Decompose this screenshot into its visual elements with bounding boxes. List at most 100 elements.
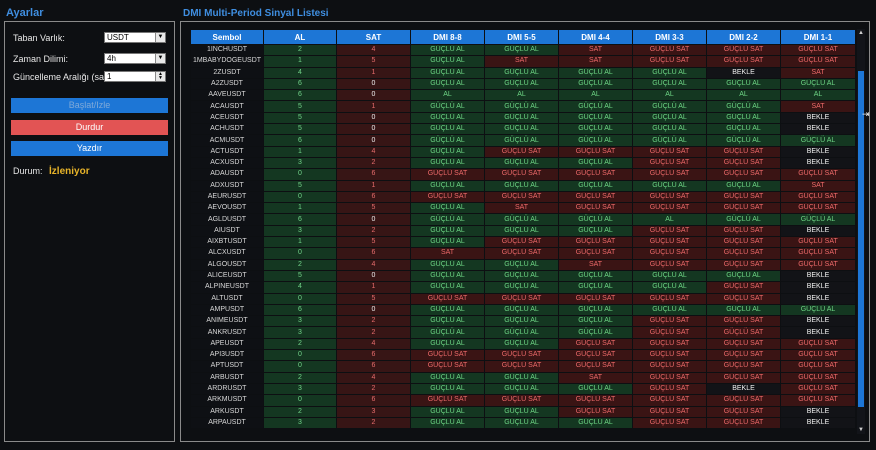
table-row[interactable]: AEURUSDT 0 6 GÜÇLÜ SAT GÜÇLÜ SAT GÜÇLÜ SAT GÜÇ… xyxy=(190,190,855,204)
symbol-cell: AMPUSDT xyxy=(190,303,264,317)
signal-cell: GÜÇLÜ SAT xyxy=(780,190,855,204)
signal-cell: GÜÇLÜ AL xyxy=(410,405,485,418)
timeframe-select[interactable]: 4h ▼ xyxy=(104,53,166,64)
column-header-0[interactable]: Sembol xyxy=(190,29,264,45)
table-row[interactable]: ALPINEUSDT 4 1 GÜÇLÜ AL GÜÇLÜ AL GÜÇLÜ AL GÜÇL… xyxy=(190,281,855,294)
column-header-6[interactable]: DMI 3-3 xyxy=(632,29,707,45)
table-row[interactable]: ADXUSDT 5 1 GÜÇLÜ AL GÜÇLÜ AL GÜÇLÜ AL GÜÇLÜ A… xyxy=(190,179,855,192)
triangle-down-icon[interactable]: ▼ xyxy=(858,427,864,433)
column-header-7[interactable]: DMI 2-2 xyxy=(706,29,781,45)
signal-cell: GÜÇLÜ AL xyxy=(558,213,633,226)
table-row[interactable]: ALGOUSDT 2 4 GÜÇLÜ AL GÜÇLÜ AL SAT GÜÇLÜ SAT GÜ… xyxy=(190,258,855,271)
table-row[interactable]: ACEUSDT 5 0 GÜÇLÜ AL GÜÇLÜ AL GÜÇLÜ AL GÜÇLÜ A… xyxy=(190,111,855,125)
spin-arrows-icon[interactable]: ▲ ▼ xyxy=(155,72,165,81)
column-header-3[interactable]: DMI 8-8 xyxy=(410,29,485,45)
base-asset-select[interactable]: USDT ▼ xyxy=(104,32,166,43)
table-row[interactable]: ACAUSDT 5 1 GÜÇLÜ AL GÜÇLÜ AL GÜÇLÜ AL GÜÇLÜ A… xyxy=(190,100,855,113)
table-row[interactable]: AEVOUSDT 1 5 GÜÇLÜ AL SAT GÜÇLÜ SAT GÜÇLÜ SAT G… xyxy=(190,202,855,215)
signal-cell: GÜÇLÜ AL xyxy=(706,77,781,91)
table-row[interactable]: API3USDT 0 6 GÜÇLÜ SAT GÜÇLÜ SAT GÜÇLÜ SAT GÜÇ… xyxy=(190,349,855,362)
signal-cell: GÜÇLÜ AL xyxy=(632,77,707,91)
table-row[interactable]: ARKMUSDT 0 6 GÜÇLÜ SAT GÜÇLÜ SAT GÜÇLÜ SAT GÜÇ… xyxy=(190,394,855,407)
interval-spinbox[interactable]: 1 ▲ ▼ xyxy=(104,71,166,82)
sell-count-cell: 2 xyxy=(336,156,411,170)
table-row[interactable]: ALICEUSDT 5 0 GÜÇLÜ AL GÜÇLÜ AL GÜÇLÜ AL GÜÇLÜ… xyxy=(190,269,855,283)
signal-cell: GÜÇLÜ AL xyxy=(410,326,485,339)
signal-cell: GÜÇLÜ SAT xyxy=(632,371,707,384)
start-button[interactable]: Başlat/Izle xyxy=(11,98,168,113)
table-row[interactable]: ACXUSDT 3 2 GÜÇLÜ AL GÜÇLÜ AL GÜÇLÜ AL GÜÇLÜ S… xyxy=(190,156,855,170)
chevron-down-icon[interactable]: ▼ xyxy=(155,54,165,63)
print-button[interactable]: Yazdır xyxy=(11,141,168,156)
table-row[interactable]: 2ZUSDT 4 1 GÜÇLÜ AL GÜÇLÜ AL GÜÇLÜ AL GÜÇLÜ AL… xyxy=(190,66,855,79)
signal-cell: GÜÇLÜ AL xyxy=(410,303,485,317)
table-row[interactable]: ALTUSDT 0 5 GÜÇLÜ SAT GÜÇLÜ SAT GÜÇLÜ SAT GÜÇL… xyxy=(190,292,855,305)
table-row[interactable]: ACHUSDT 5 0 GÜÇLÜ AL GÜÇLÜ AL GÜÇLÜ AL GÜÇLÜ A… xyxy=(190,123,855,136)
table-row[interactable]: AMPUSDT 6 0 GÜÇLÜ AL GÜÇLÜ AL GÜÇLÜ AL GÜÇLÜ A… xyxy=(190,303,855,317)
buy-count-cell: 6 xyxy=(263,89,337,102)
scrollbar-thumb[interactable] xyxy=(858,71,864,407)
table-row[interactable]: ARBUSDT 2 4 GÜÇLÜ AL GÜÇLÜ AL SAT GÜÇLÜ SAT GÜÇ… xyxy=(190,371,855,384)
signal-cell: GÜÇLÜ AL xyxy=(632,179,707,192)
symbol-cell: ACMUSDT xyxy=(190,134,264,147)
symbol-cell: AIUSDT xyxy=(190,224,264,238)
signal-cell: GÜÇLÜ SAT xyxy=(410,292,485,305)
table-row[interactable]: ADAUSDT 0 6 GÜÇLÜ SAT GÜÇLÜ SAT GÜÇLÜ SAT GÜÇL… xyxy=(190,168,855,181)
stop-button[interactable]: Durdur xyxy=(11,120,168,135)
sell-count-cell: 0 xyxy=(336,89,411,102)
signal-cell: GÜÇLÜ SAT xyxy=(780,258,855,271)
table-row[interactable]: ALCXUSDT 0 6 SAT GÜÇLÜ SAT GÜÇLÜ SAT GÜÇLÜ SAT… xyxy=(190,247,855,260)
symbol-cell: ACEUSDT xyxy=(190,111,264,125)
column-header-8[interactable]: DMI 1-1 xyxy=(780,29,855,45)
signal-cell: BEKLE xyxy=(780,224,855,238)
table-row[interactable]: ARKUSDT 2 3 GÜÇLÜ AL GÜÇLÜ AL GÜÇLÜ SAT GÜÇLÜ … xyxy=(190,405,855,418)
column-header-5[interactable]: DMI 4-4 xyxy=(558,29,633,45)
signal-cell: GÜÇLÜ SAT xyxy=(780,360,855,373)
signal-cell: GÜÇLÜ AL xyxy=(484,156,559,170)
signal-cell: GÜÇLÜ SAT xyxy=(780,382,855,396)
status-row: Durum: İzleniyor xyxy=(13,166,90,177)
column-header-2[interactable]: SAT xyxy=(336,29,411,45)
sell-count-cell: 0 xyxy=(336,134,411,147)
table-row[interactable]: A2ZUSDT 6 0 GÜÇLÜ AL GÜÇLÜ AL GÜÇLÜ AL GÜÇLÜ A… xyxy=(190,77,855,91)
buy-count-cell: 5 xyxy=(263,100,337,113)
column-header-4[interactable]: DMI 5-5 xyxy=(484,29,559,45)
table-row[interactable]: 1INCHUSDT 2 4 GÜÇLÜ AL GÜÇLÜ AL SAT GÜÇLÜ SAT G… xyxy=(190,43,855,57)
triangle-up-icon[interactable]: ▲ xyxy=(858,30,864,36)
table-row[interactable]: ACMUSDT 6 0 GÜÇLÜ AL GÜÇLÜ AL GÜÇLÜ AL GÜÇLÜ A… xyxy=(190,134,855,147)
column-header-1[interactable]: AL xyxy=(263,29,337,45)
table-row[interactable]: APEUSDT 2 4 GÜÇLÜ AL GÜÇLÜ AL GÜÇLÜ SAT GÜÇLÜ … xyxy=(190,337,855,351)
signal-cell: GÜÇLÜ SAT xyxy=(410,360,485,373)
signal-cell: GÜÇLÜ AL xyxy=(558,123,633,136)
table-row[interactable]: ARDRUSDT 3 2 GÜÇLÜ AL GÜÇLÜ AL GÜÇLÜ AL GÜÇLÜ … xyxy=(190,382,855,396)
signal-cell: SAT xyxy=(558,55,633,68)
signal-cell: GÜÇLÜ SAT xyxy=(484,247,559,260)
table-row[interactable]: AAVEUSDT 6 0 AL AL AL AL AL AL xyxy=(190,89,855,102)
table-row[interactable]: APTUSDT 0 6 GÜÇLÜ SAT GÜÇLÜ SAT GÜÇLÜ SAT GÜÇL… xyxy=(190,360,855,373)
signal-cell: GÜÇLÜ SAT xyxy=(632,394,707,407)
signal-cell: GÜÇLÜ AL xyxy=(484,303,559,317)
table-row[interactable]: ACTUSDT 1 4 GÜÇLÜ AL GÜÇLÜ SAT GÜÇLÜ SAT GÜÇLÜ… xyxy=(190,145,855,158)
table-row[interactable]: AGLDUSDT 6 0 GÜÇLÜ AL GÜÇLÜ AL GÜÇLÜ AL AL GÜÇL… xyxy=(190,213,855,226)
signal-cell: GÜÇLÜ AL xyxy=(410,55,485,68)
table-row[interactable]: ANIMEUSDT 3 2 GÜÇLÜ AL GÜÇLÜ AL GÜÇLÜ AL GÜÇLÜ… xyxy=(190,315,855,328)
table-row[interactable]: ARPAUSDT 3 2 GÜÇLÜ AL GÜÇLÜ AL GÜÇLÜ AL GÜÇLÜ … xyxy=(190,416,855,430)
signal-cell: GÜÇLÜ AL xyxy=(706,269,781,283)
signal-cell: GÜÇLÜ AL xyxy=(706,123,781,136)
table-row[interactable]: 1MBABYDOGEUSDT 1 5 GÜÇLÜ AL SAT SAT GÜÇLÜ SAT G… xyxy=(190,55,855,68)
chevron-down-icon[interactable]: ▼ xyxy=(155,33,165,42)
table-row[interactable]: AIXBTUSDT 1 5 GÜÇLÜ AL GÜÇLÜ SAT GÜÇLÜ SAT GÜÇ… xyxy=(190,236,855,249)
vertical-scrollbar[interactable]: ▲ ▼ xyxy=(857,29,865,434)
signal-cell: GÜÇLÜ AL xyxy=(410,123,485,136)
signal-cell: GÜÇLÜ AL xyxy=(558,156,633,170)
signal-cell: GÜÇLÜ SAT xyxy=(632,405,707,418)
signal-cell: GÜÇLÜ AL xyxy=(632,134,707,147)
signal-cell: GÜÇLÜ AL xyxy=(484,269,559,283)
signal-cell: GÜÇLÜ SAT xyxy=(706,156,781,170)
table-row[interactable]: ANKRUSDT 3 2 GÜÇLÜ AL GÜÇLÜ AL GÜÇLÜ AL GÜÇLÜ … xyxy=(190,326,855,339)
signal-cell: GÜÇLÜ AL xyxy=(410,145,485,158)
table-row[interactable]: AIUSDT 3 2 GÜÇLÜ AL GÜÇLÜ AL GÜÇLÜ AL GÜÇLÜ SA… xyxy=(190,224,855,238)
timeframe-value: 4h xyxy=(107,54,116,63)
sell-count-cell: 0 xyxy=(336,123,411,136)
sell-count-cell: 5 xyxy=(336,202,411,215)
